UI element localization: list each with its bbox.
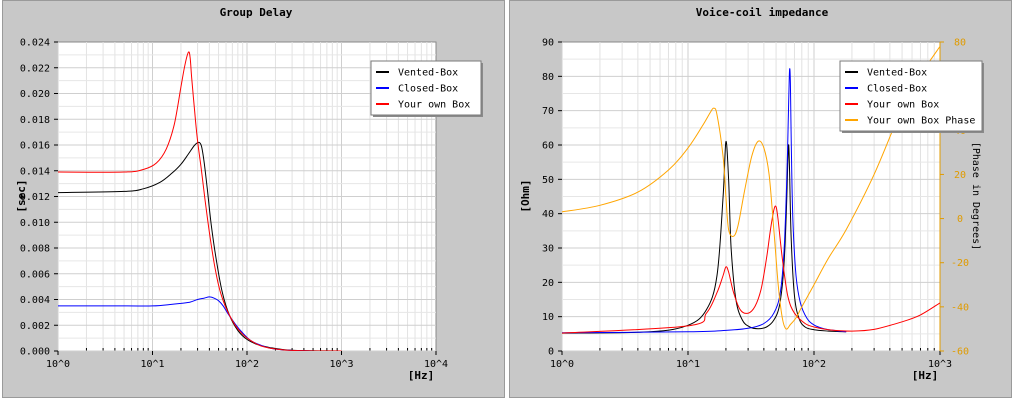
y-tick-label: 0.012: [20, 192, 50, 203]
legend-label: Closed-Box: [867, 84, 927, 95]
x-tick-label: 10^3: [329, 359, 353, 370]
y-tick-label: 0.002: [20, 321, 50, 332]
impedance-chart: Voice-coil impedance 0 10 20 30 40 50 60 70 80 90 1…: [519, 6, 984, 382]
y-tick-label: 0.008: [20, 244, 50, 255]
x-tick-label: 10^3: [928, 359, 952, 370]
x-tick-label: 10^0: [46, 359, 70, 370]
x-tick-label: 10^0: [550, 359, 574, 370]
y-axis-label: [sec]: [15, 179, 28, 212]
y-tick-label: 90: [542, 38, 554, 49]
series-line-your-own-box: [562, 205, 940, 334]
legend-box: [839, 60, 983, 132]
legend-label: Your own Box Phase: [867, 116, 975, 127]
legend-label: Closed-Box: [398, 84, 458, 95]
y2-axis-label: [Phase in Degrees]: [970, 142, 981, 250]
x-axis-label: [Hz]: [408, 369, 435, 382]
y-tick-label: 40: [542, 209, 554, 220]
x-tick-label: 10^1: [140, 359, 164, 370]
series-line-vented-box: [562, 141, 847, 334]
y-tick-label: 50: [542, 175, 554, 186]
x-tick-label: 10^4: [424, 359, 448, 370]
y2-tick-label: -40: [951, 302, 969, 313]
y-tick-label: 0.004: [20, 295, 50, 306]
impedance-panel: Voice-coil impedance 0 10 20 30 40 50 60 70 80 90 1…: [509, 0, 1012, 398]
series-line-vented-box: [58, 141, 342, 351]
group-delay-panel: Group Delay 0.000 0.002 0.004 0.006 0.008 0.01…: [2, 0, 505, 398]
y-tick-label: 0.020: [20, 89, 50, 100]
legend-box: [370, 60, 482, 116]
x-tick-label: 10^2: [802, 359, 826, 370]
y-tick-label: 0.016: [20, 141, 50, 152]
y-tick-label: 30: [542, 244, 554, 255]
legend-label: Vented-Box: [398, 68, 458, 79]
y2-tick-label: -60: [951, 347, 969, 358]
y-tick-label: 0.006: [20, 269, 50, 280]
y-tick-label: 0.024: [20, 38, 50, 49]
y2-tick-label: -20: [951, 258, 969, 269]
y-axis-label: [Ohm]: [519, 179, 532, 212]
series-line-your-own-box-phase: [562, 46, 940, 330]
y2-tick-label: 20: [954, 170, 966, 181]
y-tick-label: 0.010: [20, 218, 50, 229]
legend-label: Vented-Box: [867, 68, 927, 79]
y-tick-label: 80: [542, 72, 554, 83]
y-tick-label: 0.018: [20, 115, 50, 126]
chart-title: Voice-coil impedance: [696, 6, 829, 19]
x-axis-label: [Hz]: [912, 369, 939, 382]
y-tick-label: 60: [542, 141, 554, 152]
chart-title: Group Delay: [220, 6, 293, 19]
x-tick-label: 10^1: [676, 359, 700, 370]
legend-label: Your own Box: [398, 100, 470, 111]
y-tick-label: 70: [542, 106, 554, 117]
y2-tick-label: 0: [957, 214, 963, 225]
x-tick-label: 10^2: [235, 359, 259, 370]
y-tick-label: 0: [548, 347, 554, 358]
y-tick-label: 10: [542, 312, 554, 323]
legend-label: Your own Box: [867, 100, 939, 111]
group-delay-chart: Group Delay 0.000 0.002 0.004 0.006 0.008 0.01…: [15, 6, 483, 382]
y-tick-label: 0.000: [20, 347, 50, 358]
y-tick-label: 0.022: [20, 63, 50, 74]
series-line-closed-box: [562, 68, 847, 334]
y2-tick-label: 80: [954, 38, 966, 49]
y-tick-label: 0.014: [20, 166, 50, 177]
y-tick-label: 20: [542, 278, 554, 289]
series-line-your-own-box: [58, 51, 342, 351]
